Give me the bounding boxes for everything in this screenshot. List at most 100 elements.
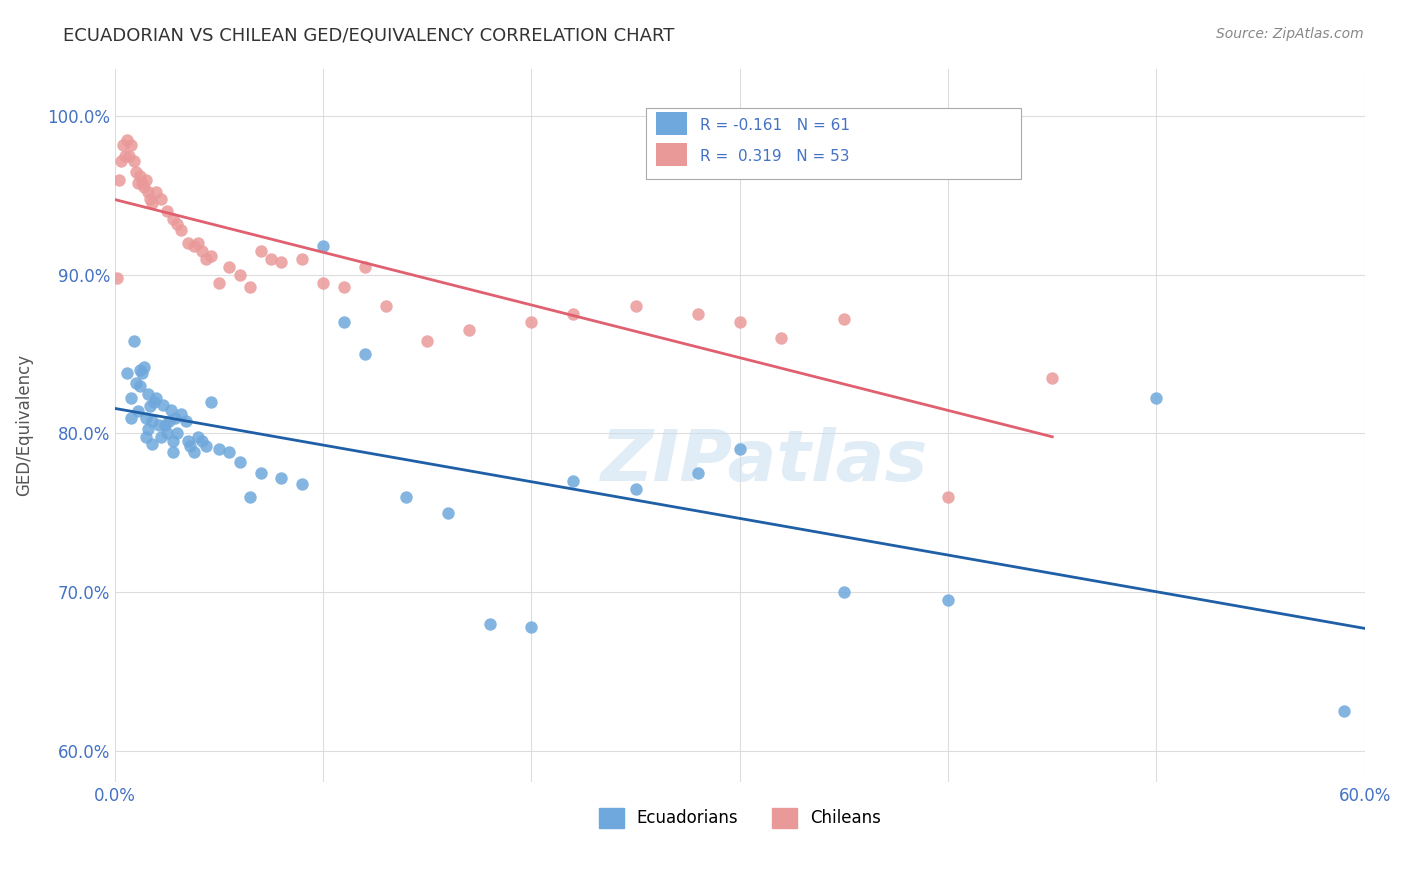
Point [291,477,314,491]
Point [562,474,585,488]
Point [353,260,375,274]
Point [128,363,150,377]
Point [117,133,139,147]
Point [333,280,356,294]
Point [270,471,292,485]
Point [624,300,647,314]
Point [183,239,205,253]
Point [156,204,179,219]
Point [239,280,262,294]
Point [728,442,751,457]
Point [520,315,543,329]
Point [770,331,793,345]
Point [239,490,262,504]
Point [312,239,335,253]
Point [162,434,184,449]
Bar [657,112,688,135]
Point [135,172,157,186]
Point [176,235,198,250]
Point [156,426,179,441]
Point [128,378,150,392]
Point [110,153,132,168]
Point [291,252,314,266]
Point [117,366,139,380]
Point [191,434,214,449]
Text: ZIPatlas: ZIPatlas [602,426,928,496]
Point [120,410,142,425]
Point [152,398,174,412]
Y-axis label: GED/Equivalency: GED/Equivalency [15,354,32,497]
Point [191,244,214,258]
Point [166,217,188,231]
Point [105,271,128,285]
Point [187,429,209,443]
Point [135,410,157,425]
Point [1146,392,1168,406]
Text: Source: ZipAtlas.com: Source: ZipAtlas.com [1216,27,1364,41]
Point [124,164,146,178]
Point [135,429,157,443]
Point [832,585,855,599]
Point [176,434,198,449]
Point [127,176,149,190]
Point [122,334,145,349]
Legend: Ecuadorians, Chileans: Ecuadorians, Chileans [592,801,887,835]
Point [183,445,205,459]
Point [520,620,543,634]
Point [195,252,218,266]
Point [141,414,163,428]
Point [131,176,153,190]
Point [165,410,187,425]
Point [160,402,183,417]
Point [624,482,647,496]
Text: R =  0.319   N = 53: R = 0.319 N = 53 [700,149,849,164]
Point [936,490,959,504]
Point [127,404,149,418]
Point [145,392,167,406]
Bar [657,144,688,166]
Point [249,466,271,480]
Point [157,414,180,428]
Point [143,394,166,409]
Point [166,426,188,441]
Point [478,616,501,631]
Point [118,149,141,163]
Point [174,414,197,428]
Point [1333,704,1355,718]
Point [162,445,184,459]
Point [112,137,135,152]
Point [179,439,201,453]
Point [458,323,481,337]
Point [688,466,710,480]
Point [353,347,375,361]
Point [562,307,585,321]
Point [162,212,184,227]
Point [120,137,142,152]
Point [120,392,142,406]
Point [145,186,167,200]
Point [229,268,252,282]
Point [208,442,231,457]
Text: ECUADORIAN VS CHILEAN GED/EQUIVALENCY CORRELATION CHART: ECUADORIAN VS CHILEAN GED/EQUIVALENCY CO… [63,27,675,45]
Point [437,506,460,520]
Point [141,437,163,451]
Point [139,400,162,414]
Text: R = -0.161   N = 61: R = -0.161 N = 61 [700,118,849,133]
Point [936,593,959,607]
Point [136,422,159,436]
Point [136,186,159,200]
Point [149,192,172,206]
Point [218,260,240,274]
Point [218,445,240,459]
Point [153,418,176,433]
Point [312,276,335,290]
Point [114,149,136,163]
Point [122,153,145,168]
Point [200,249,222,263]
Point [139,192,162,206]
Point [688,307,710,321]
Point [170,407,193,421]
Point [416,334,439,349]
Point [1040,371,1063,385]
Point [229,455,252,469]
